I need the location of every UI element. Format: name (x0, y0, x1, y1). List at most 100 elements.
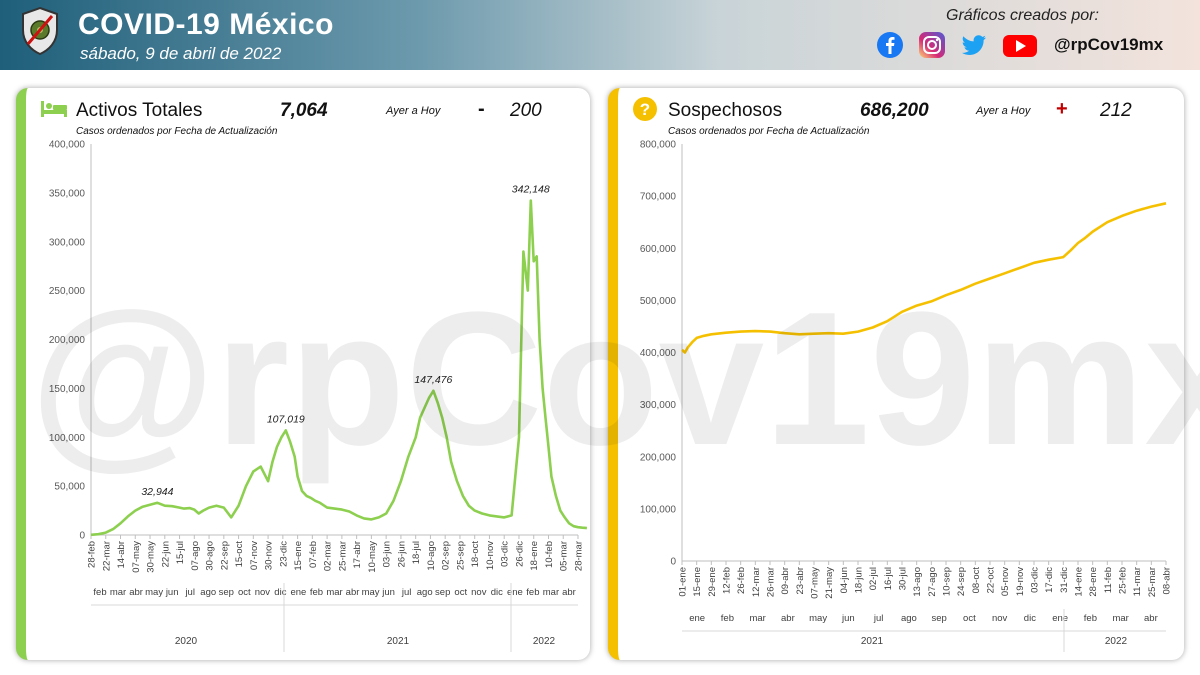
y-tick-label: 800,000 (640, 140, 677, 151)
y-tick-label: 100,000 (640, 504, 677, 515)
delta-sign: + (1056, 98, 1068, 120)
x-tick-label: 10-ago (426, 541, 437, 571)
x-tick-label: 11-feb (1103, 567, 1114, 593)
x-tick-label: 15-oct (234, 541, 245, 568)
x-tick-label: 13-ago (912, 567, 923, 597)
x-tick-label: 30-may (146, 541, 157, 573)
x-tick-label: 05-mar (559, 541, 570, 571)
x-tick-label: 17-abr (352, 541, 363, 568)
x-tick-label: 30-jul (898, 567, 909, 590)
x-tick-label: 22-oct (986, 567, 997, 594)
page-title: COVID-19 México (78, 8, 334, 41)
x-month-label: abr (129, 587, 143, 598)
x-tick-label: 15-ene (293, 541, 304, 571)
header-bar: COVID-19 México sábado, 9 de abril de 20… (0, 0, 1200, 70)
x-tick-label: 15-ene (692, 567, 703, 597)
x-month-label: ene (689, 613, 705, 624)
social-handle: @rpCov19mx (1054, 35, 1164, 54)
report-date: sábado, 9 de abril de 2022 (80, 44, 282, 63)
x-tick-label: 10-sep (942, 567, 953, 596)
panel-title: Sospechosos (668, 100, 783, 121)
x-month-label: dic (1024, 613, 1036, 624)
x-tick-label: 03-dic (500, 541, 511, 567)
x-tick-label: 18-ene (529, 541, 540, 571)
y-tick-label: 700,000 (640, 192, 677, 203)
x-tick-label: 25-sep (455, 541, 466, 570)
x-month-label: mar (543, 587, 559, 598)
x-month-label: abr (1144, 613, 1158, 624)
compare-label: Ayer a Hoy (976, 105, 1031, 117)
panel-delta: 212 (1100, 100, 1132, 121)
x-tick-label: 26-feb (736, 567, 747, 594)
x-month-label: sep (931, 613, 946, 624)
x-tick-label: 25-feb (1118, 567, 1129, 594)
x-tick-label: 29-ene (707, 567, 718, 597)
y-tick-label: 400,000 (49, 140, 86, 151)
instagram-icon[interactable] (918, 31, 946, 59)
x-tick-label: 24-sep (956, 567, 967, 596)
x-tick-label: 07-nov (249, 541, 260, 570)
y-tick-label: 0 (79, 531, 85, 542)
x-month-label: jul (184, 587, 195, 598)
data-label: 32,944 (141, 486, 173, 498)
x-month-label: nov (471, 587, 487, 598)
twitter-icon[interactable] (960, 31, 988, 59)
x-tick-label: 17-dic (1044, 567, 1055, 593)
x-tick-label: 07-feb (308, 541, 319, 568)
delta-sign: - (478, 98, 485, 120)
x-tick-label: 08-abr (1162, 567, 1173, 594)
x-month-label: may (145, 587, 163, 598)
y-tick-label: 500,000 (640, 296, 677, 307)
panel-value: 7,064 (280, 100, 328, 121)
data-label: 147,476 (414, 374, 452, 386)
social-links: @rpCov19mx (876, 30, 1163, 60)
x-tick-label: 03-dic (1030, 567, 1041, 593)
x-tick-label: 26-dic (514, 541, 525, 567)
x-month-label: mar (1112, 613, 1128, 624)
panel-delta: 200 (510, 100, 542, 121)
x-month-label: ene (507, 587, 523, 598)
x-tick-label: 07-may (810, 567, 821, 599)
x-month-label: abr (781, 613, 795, 624)
x-tick-label: 10-nov (485, 541, 496, 570)
x-month-label: ene (290, 587, 306, 598)
x-month-label: oct (454, 587, 467, 598)
x-tick-label: 02-sep (441, 541, 452, 570)
x-tick-label: 18-jul (411, 541, 422, 564)
x-month-label: may (809, 613, 827, 624)
x-tick-label: 22-jun (160, 541, 171, 567)
x-tick-label: 21-may (824, 567, 835, 599)
x-tick-label: 28-feb (87, 541, 98, 568)
x-tick-label: 15-jul (175, 541, 186, 564)
svg-text:?: ? (640, 100, 650, 119)
x-tick-label: 30-nov (264, 541, 275, 570)
x-year-label: 2020 (175, 636, 198, 647)
x-month-label: sep (219, 587, 234, 598)
x-tick-label: 23-dic (278, 541, 289, 567)
x-tick-label: 31-dic (1059, 567, 1070, 593)
x-month-label: feb (1084, 613, 1097, 624)
youtube-icon[interactable] (1002, 31, 1038, 59)
y-tick-label: 150,000 (49, 384, 86, 395)
y-tick-label: 350,000 (49, 188, 86, 199)
x-tick-label: 14-abr (116, 541, 127, 568)
x-month-label: dic (274, 587, 286, 598)
x-month-label: nov (992, 613, 1008, 624)
y-tick-label: 300,000 (640, 400, 677, 411)
panel-value: 686,200 (860, 100, 929, 121)
x-tick-label: 25-mar (1147, 567, 1158, 597)
x-month-label: ago (417, 587, 433, 598)
x-month-label: nov (255, 587, 271, 598)
x-tick-label: 01-ene (678, 567, 689, 597)
suspected-cases-panel: 0 100,000 200,000 300,000 400,000 500,000 600,… (608, 88, 1184, 660)
x-tick-label: 11-mar (1132, 567, 1143, 596)
x-tick-label: 26-mar (766, 567, 777, 597)
facebook-icon[interactable] (876, 31, 904, 59)
x-month-label: sep (435, 587, 450, 598)
question-icon: ? (633, 97, 657, 121)
x-month-label: jul (401, 587, 412, 598)
x-tick-label: 16-jul (883, 567, 894, 590)
virus-shield-logo-icon (22, 6, 58, 56)
y-tick-label: 200,000 (640, 452, 677, 463)
bed-icon (41, 101, 67, 117)
